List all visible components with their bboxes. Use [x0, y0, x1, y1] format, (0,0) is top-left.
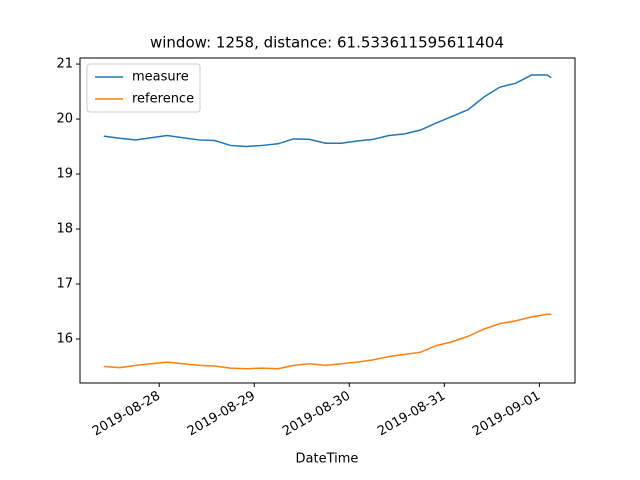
y-tick-label: 18 [56, 222, 73, 237]
y-tick-label: 21 [56, 57, 73, 72]
y-tick-label: 17 [56, 277, 73, 292]
legend-label: reference [132, 92, 194, 107]
chart-title: window: 1258, distance: 61.5336115956114… [150, 34, 504, 52]
x-axis-label: DateTime [296, 452, 359, 467]
line [103, 74, 552, 148]
line [103, 313, 552, 370]
y-tick-label: 16 [56, 332, 73, 347]
legend-box [86, 63, 201, 113]
y-tick-label: 19 [56, 167, 73, 182]
y-tick-label: 20 [56, 112, 73, 127]
legend-label: measure [132, 70, 189, 85]
plot-frame [79, 57, 576, 384]
